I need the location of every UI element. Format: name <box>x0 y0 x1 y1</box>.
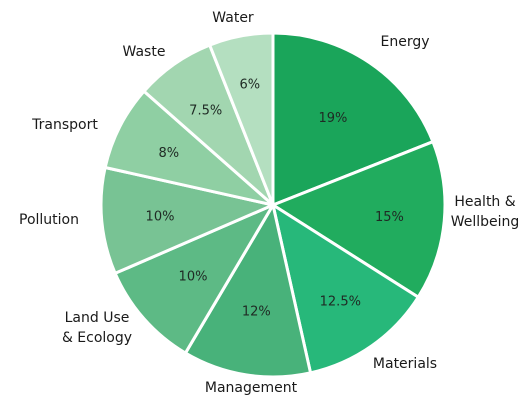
pie-slice-materials <box>271 203 420 375</box>
category-label-water: Water <box>212 10 254 26</box>
category-label-land-use-and-ecology: Land Use & Ecology <box>62 310 132 346</box>
category-label-pollution: Pollution <box>19 212 79 228</box>
value-label-management: 12% <box>242 304 271 319</box>
pie-slice-land-use-and-ecology <box>113 203 275 355</box>
category-label-materials: Materials <box>373 356 437 372</box>
value-label-energy: 19% <box>318 111 347 126</box>
value-label-land-use-and-ecology: 10% <box>179 270 208 285</box>
value-label-water: 6% <box>239 77 260 92</box>
pie-slice-energy <box>271 31 435 207</box>
value-label-transport: 8% <box>158 146 179 161</box>
category-label-waste: Waste <box>123 44 166 60</box>
value-labels: 19% 15% 12.5% 12% 10% 10% 8% 7.5% 6% <box>146 77 404 319</box>
value-label-pollution: 10% <box>146 210 175 225</box>
category-label-transport: Transport <box>31 117 98 133</box>
category-labels: Energy Health & Wellbeing Materials Manageme… <box>19 10 519 396</box>
category-label-management: Management <box>205 380 298 396</box>
value-label-waste: 7.5% <box>189 103 222 118</box>
pie-slice-health-and-wellbeing <box>271 140 447 299</box>
category-label-energy: Energy <box>380 34 429 50</box>
pie-slices <box>99 31 447 379</box>
pie-slice-pollution <box>99 165 275 275</box>
value-label-materials: 12.5% <box>320 295 361 310</box>
value-label-health-and-wellbeing: 15% <box>375 210 404 225</box>
category-label-health-and-wellbeing: Health & Wellbeing <box>451 194 520 230</box>
pie-slice-management <box>183 203 313 379</box>
pie-slice-water <box>208 31 275 207</box>
